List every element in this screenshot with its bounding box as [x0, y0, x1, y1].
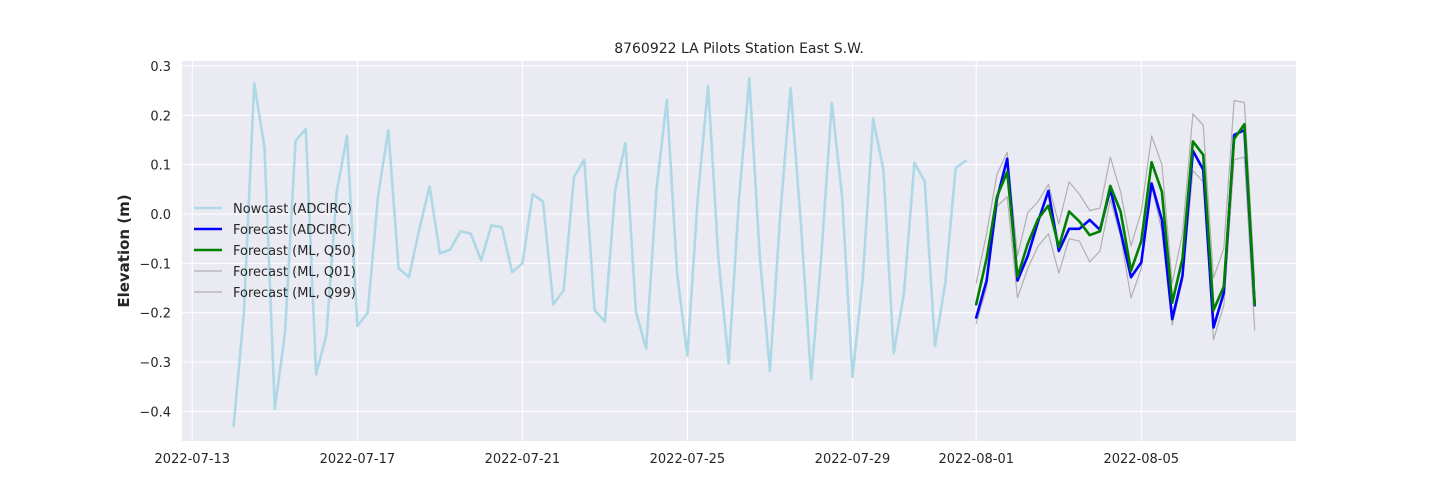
legend-label: Forecast (ML, Q50): [233, 244, 356, 259]
series-lines: [232, 77, 1256, 428]
y-tick-label: −0.3: [139, 356, 171, 371]
x-tick-label: 2022-08-05: [1103, 452, 1179, 467]
chart-title: 8760922 LA Pilots Station East S.W.: [614, 41, 864, 57]
y-tick-label: 0.2: [150, 109, 171, 124]
x-tick-label: 2022-08-01: [938, 452, 1014, 467]
x-tick-label: 2022-07-29: [815, 452, 891, 467]
legend: Nowcast (ADCIRC) Forecast (ADCIRC) Forecas…: [194, 202, 356, 301]
y-tick-label: −0.4: [139, 405, 171, 420]
series-line-3: [974, 122, 1256, 312]
legend-label: Forecast (ADCIRC): [233, 223, 352, 238]
series-line-1: [232, 77, 968, 428]
y-tick-label: 0.0: [150, 208, 171, 223]
plot-area: [182, 61, 1296, 441]
legend-label: Nowcast (ADCIRC): [233, 202, 352, 217]
y-tick-label: 0.3: [150, 60, 171, 75]
x-tick-label: 2022-07-21: [485, 452, 561, 467]
legend-label: Forecast (ML, Q99): [233, 286, 356, 301]
y-tick-label: −0.2: [139, 307, 171, 322]
grid-lines: [182, 61, 1296, 441]
x-tick-label: 2022-07-17: [320, 452, 396, 467]
legend-label: Forecast (ML, Q01): [233, 265, 356, 280]
series-line-5: [975, 99, 1256, 284]
axis-ticks: 2022-07-13 2022-07-17 2022-07-21 2022-07-25…: [139, 60, 1179, 467]
y-tick-label: −0.1: [139, 257, 171, 272]
x-tick-label: 2022-07-25: [650, 452, 726, 467]
y-tick-label: 0.1: [150, 159, 171, 174]
y-axis-label: Elevation (m): [115, 194, 133, 307]
x-tick-label: 2022-07-13: [155, 452, 231, 467]
